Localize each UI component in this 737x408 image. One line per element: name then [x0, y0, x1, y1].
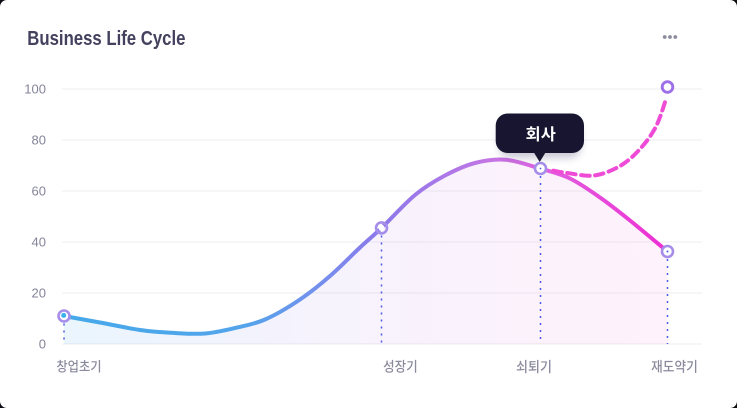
svg-text:Business Life Cycle: Business Life Cycle: [27, 26, 185, 49]
svg-text:0: 0: [39, 337, 46, 352]
svg-text:40: 40: [32, 235, 46, 250]
svg-text:60: 60: [32, 184, 46, 199]
svg-text:80: 80: [32, 133, 46, 148]
svg-text:20: 20: [32, 286, 46, 301]
svg-text:100: 100: [24, 82, 46, 97]
